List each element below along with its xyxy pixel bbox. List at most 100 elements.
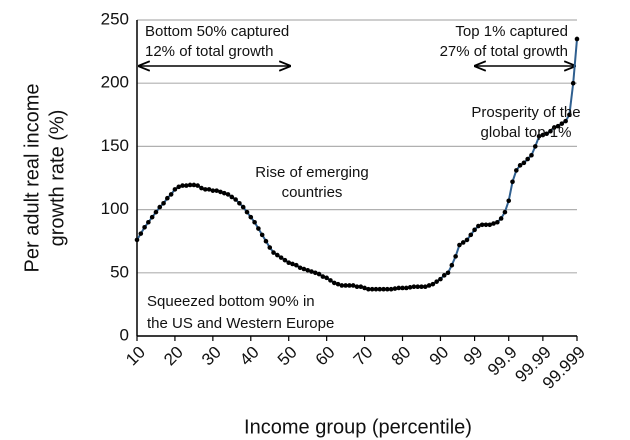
marker: [282, 257, 288, 263]
marker: [514, 168, 519, 173]
marker: [563, 118, 568, 124]
marker: [362, 285, 367, 291]
marker: [180, 183, 185, 188]
marker: [407, 285, 413, 290]
marker: [331, 280, 337, 286]
marker: [153, 209, 159, 215]
marker: [214, 188, 219, 193]
marker: [328, 278, 333, 283]
marker: [540, 132, 546, 138]
marker: [312, 270, 318, 276]
marker: [419, 284, 424, 290]
marker: [316, 271, 322, 277]
x-tick-label: 50: [274, 343, 301, 370]
marker: [396, 285, 402, 291]
marker: [237, 200, 242, 206]
y-tick-label: 50: [110, 262, 129, 281]
marker: [472, 227, 477, 233]
marker: [555, 123, 561, 129]
marker: [168, 192, 174, 197]
annotation: 12% of total growth: [145, 43, 273, 60]
marker: [487, 222, 493, 228]
marker: [381, 286, 386, 292]
marker: [290, 261, 295, 267]
marker: [172, 187, 178, 192]
marker: [498, 216, 504, 221]
marker: [218, 189, 223, 195]
marker: [157, 204, 163, 210]
marker: [404, 285, 409, 291]
marker: [187, 182, 193, 188]
marker: [252, 219, 257, 225]
marker: [202, 187, 208, 192]
annotation: Prosperity of the: [471, 104, 580, 121]
marker: [248, 214, 254, 220]
marker: [392, 286, 398, 291]
x-tick-label: 20: [160, 343, 187, 370]
marker: [286, 260, 292, 265]
marker: [206, 187, 212, 192]
marker: [411, 284, 417, 290]
marker: [453, 254, 458, 259]
marker: [506, 198, 512, 204]
y-tick-label: 100: [101, 199, 129, 218]
marker: [199, 185, 204, 191]
marker: [146, 219, 151, 225]
marker: [358, 284, 364, 290]
marker: [426, 283, 432, 288]
marker: [460, 240, 466, 245]
marker: [574, 36, 580, 42]
marker: [184, 183, 189, 188]
marker: [195, 183, 200, 188]
annotation: Bottom 50% captured: [145, 23, 289, 40]
marker: [525, 156, 530, 162]
marker: [305, 267, 310, 273]
y-tick-label: 150: [101, 136, 129, 155]
marker: [225, 192, 231, 197]
marker: [457, 242, 462, 248]
marker: [495, 219, 500, 225]
marker: [532, 144, 538, 149]
y-axis-label: Per adult real income: [21, 84, 43, 273]
x-tick-label: 60: [312, 343, 339, 370]
marker: [176, 184, 182, 190]
marker: [468, 232, 474, 238]
marker: [567, 112, 572, 118]
marker: [464, 237, 470, 243]
marker: [297, 265, 303, 271]
marker: [210, 188, 216, 193]
marker: [366, 286, 371, 292]
marker: [263, 238, 269, 244]
marker: [445, 270, 451, 276]
marker: [142, 224, 147, 230]
x-tick-label: 80: [388, 343, 415, 370]
y-tick-label: 0: [120, 325, 129, 344]
marker: [548, 128, 553, 134]
x-tick-label: 30: [198, 343, 225, 370]
marker: [240, 204, 246, 210]
marker: [434, 279, 439, 284]
y-axis-label: growth rate (%): [46, 110, 68, 247]
marker: [275, 252, 280, 258]
marker: [521, 160, 527, 166]
marker: [149, 214, 155, 220]
annotation: Top 1% captured: [455, 23, 568, 40]
marker: [244, 209, 250, 215]
marker: [476, 223, 481, 229]
marker: [438, 276, 443, 282]
marker: [559, 121, 565, 126]
marker: [335, 281, 341, 287]
marker: [510, 179, 515, 185]
marker: [256, 226, 261, 231]
marker: [415, 284, 420, 290]
x-tick-label: 10: [122, 343, 149, 370]
marker: [377, 286, 383, 292]
marker: [271, 250, 276, 255]
marker: [138, 231, 144, 236]
marker: [165, 195, 170, 201]
marker: [343, 283, 348, 288]
marker: [422, 284, 428, 290]
marker: [354, 284, 360, 290]
marker: [544, 131, 549, 137]
